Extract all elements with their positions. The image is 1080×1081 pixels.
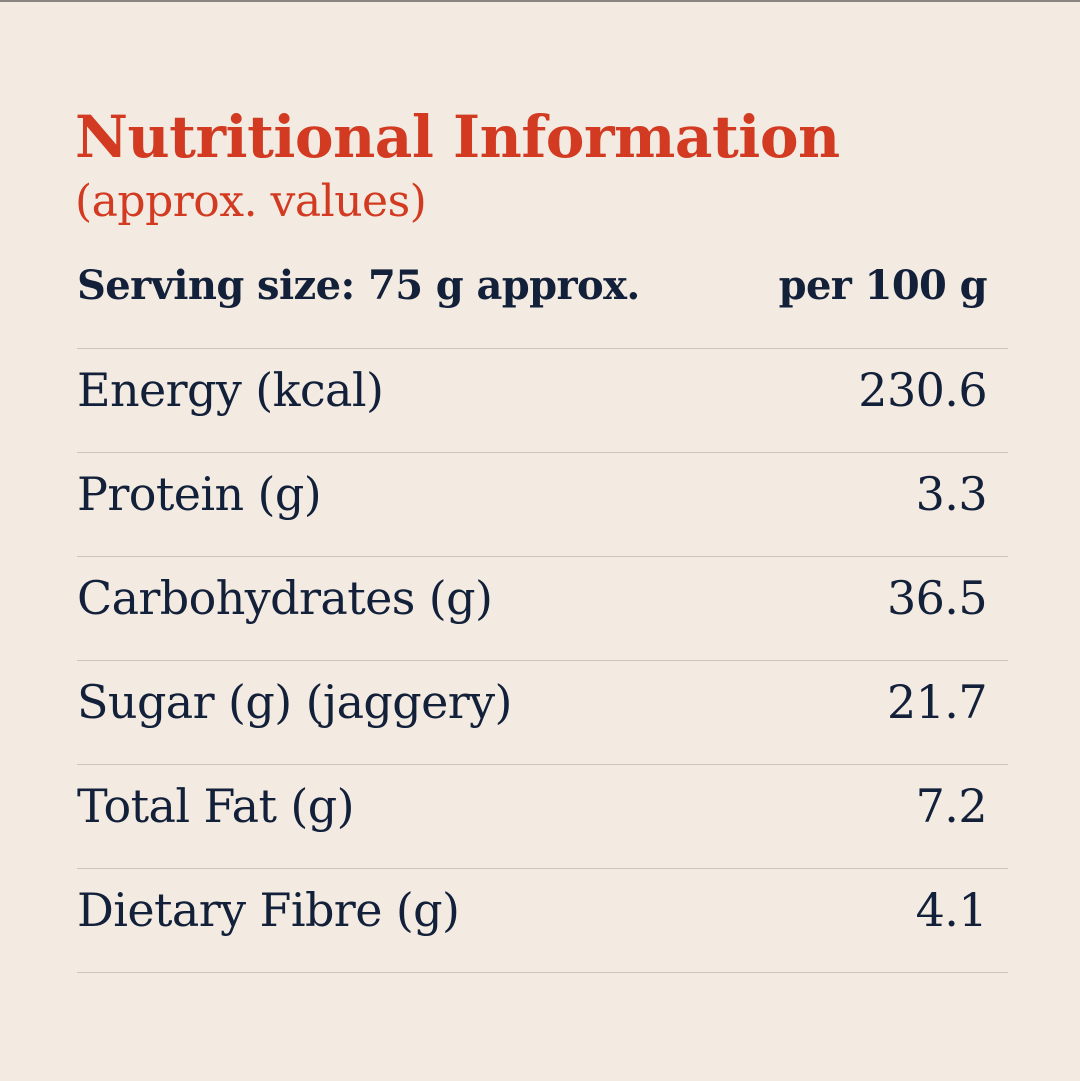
row-label: Sugar (g) (jaggery) xyxy=(77,675,512,729)
table-header: Serving size: 75 g approx. per 100 g xyxy=(77,262,988,322)
table-row-sugar: Sugar (g) (jaggery) 21.7 xyxy=(77,661,1008,764)
row-label: Carbohydrates (g) xyxy=(77,571,493,625)
table-divider xyxy=(77,556,1008,557)
table-divider xyxy=(77,868,1008,869)
row-value: 21.7 xyxy=(886,675,988,729)
row-label: Protein (g) xyxy=(77,467,322,521)
serving-size-label: Serving size: 75 g approx. xyxy=(77,262,640,309)
page-title: Nutritional Information xyxy=(75,103,840,171)
page-subtitle: (approx. values) xyxy=(75,176,427,227)
row-value: 4.1 xyxy=(915,883,988,937)
table-divider xyxy=(77,972,1008,973)
table-divider xyxy=(77,660,1008,661)
table-divider xyxy=(77,764,1008,765)
table-divider xyxy=(77,452,1008,453)
table-row-dietary-fibre: Dietary Fibre (g) 4.1 xyxy=(77,869,1008,972)
table-row-protein: Protein (g) 3.3 xyxy=(77,453,1008,556)
row-value: 7.2 xyxy=(915,779,988,833)
row-value: 36.5 xyxy=(886,571,988,625)
row-label: Energy (kcal) xyxy=(77,363,384,417)
row-value: 230.6 xyxy=(858,363,987,417)
table-row-energy: Energy (kcal) 230.6 xyxy=(77,349,1008,452)
per-100g-column-label: per 100 g xyxy=(778,262,988,309)
table-divider xyxy=(77,348,1008,349)
row-value: 3.3 xyxy=(915,467,988,521)
row-label: Total Fat (g) xyxy=(77,779,355,833)
table-row-total-fat: Total Fat (g) 7.2 xyxy=(77,765,1008,868)
top-border xyxy=(0,0,1080,2)
nutrition-table: Energy (kcal) 230.6 Protein (g) 3.3 Carb… xyxy=(77,348,1008,973)
table-row-carbohydrates: Carbohydrates (g) 36.5 xyxy=(77,557,1008,660)
row-label: Dietary Fibre (g) xyxy=(77,883,460,937)
